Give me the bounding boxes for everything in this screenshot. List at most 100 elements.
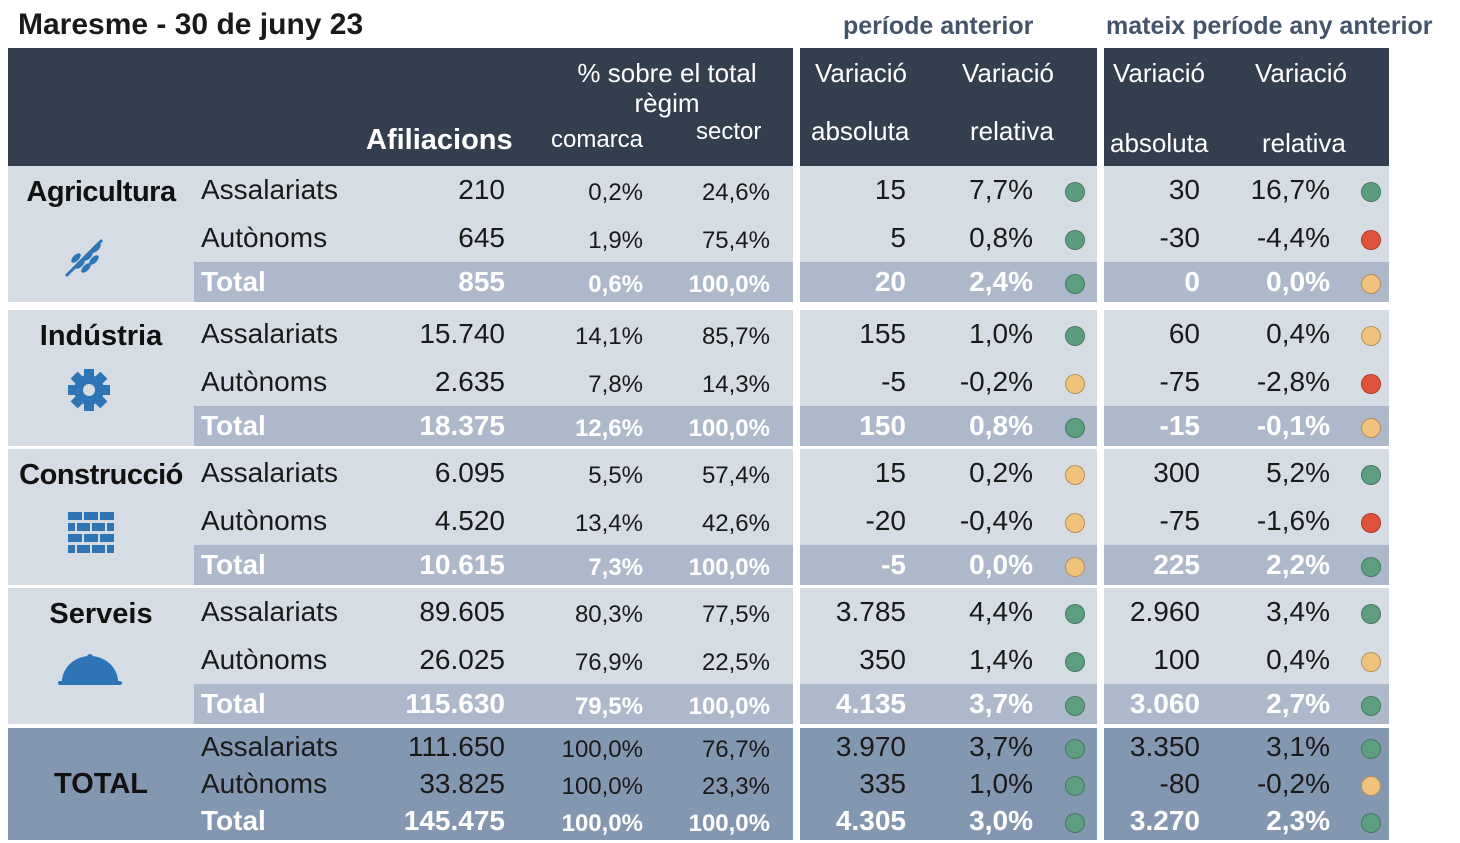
row-bg: [800, 588, 1097, 636]
status-dot: [1065, 813, 1085, 833]
cell: 100,0%: [688, 271, 770, 298]
row-label: Autònoms: [201, 366, 328, 397]
row-bg: [194, 588, 793, 636]
status-dot: [1065, 775, 1085, 796]
cell: 4,4%: [969, 596, 1033, 627]
cell: 100,0%: [688, 810, 770, 837]
row-bg: [194, 406, 793, 446]
status-dot: [1361, 326, 1381, 346]
row-bg: [1104, 497, 1389, 545]
status-dot: [1065, 557, 1085, 577]
status-dot: [1361, 182, 1381, 202]
cell: 645: [458, 222, 505, 253]
cell: 3,7%: [969, 731, 1033, 762]
header-variation: Variació: [815, 58, 908, 88]
row-label: Assalariats: [201, 457, 338, 488]
row-label: Autònoms: [201, 644, 328, 675]
cell: 5,5%: [588, 462, 643, 489]
row-label: Total: [201, 549, 266, 580]
header-sub: relativa: [1262, 128, 1346, 158]
row-bg: [800, 406, 1097, 446]
status-dot: [1065, 652, 1085, 672]
status-dot: [1361, 738, 1381, 759]
row-bg: [1104, 449, 1389, 497]
header-sub: relativa: [970, 116, 1054, 146]
row-bg: [1104, 802, 1389, 840]
cell: 3,0%: [969, 805, 1033, 836]
row-bg: [1104, 636, 1389, 684]
cell: 855: [458, 266, 505, 297]
header-sub: absoluta: [1110, 128, 1209, 158]
cell: 79,5%: [574, 693, 643, 720]
row-bg: [194, 262, 793, 302]
cell: 15: [874, 457, 906, 488]
cell: 7,8%: [588, 371, 643, 398]
cell: 100: [1153, 644, 1200, 675]
cell: 33.825: [419, 768, 505, 799]
cell: 2,2%: [1266, 549, 1330, 580]
row-bg: [1104, 728, 1389, 765]
cell: 77,5%: [701, 601, 770, 628]
cell: 89.605: [419, 596, 505, 627]
row-label: Assalariats: [201, 731, 338, 762]
row-bg: [800, 728, 1097, 765]
cell: 300: [1153, 457, 1200, 488]
cell: 16,7%: [1250, 174, 1330, 205]
row-bg: [800, 214, 1097, 262]
row-bg: [800, 449, 1097, 497]
cell: 2.635: [434, 366, 505, 397]
cell: 1,0%: [969, 768, 1033, 799]
cell: -0,4%: [959, 505, 1033, 536]
row-bg: [1104, 214, 1389, 262]
gear-icon: [68, 369, 110, 411]
cell: 0,4%: [1266, 644, 1330, 675]
section-name: Indústria: [39, 320, 163, 352]
cell: 100,0%: [561, 810, 643, 837]
cell: 1,4%: [969, 644, 1033, 675]
status-dot: [1361, 813, 1381, 833]
cell: 80,3%: [574, 601, 643, 628]
row-label: Assalariats: [201, 318, 338, 349]
section-name-bg: [8, 166, 194, 302]
brick-icon: [68, 512, 114, 553]
status-dot: [1065, 465, 1085, 485]
cell: 335: [859, 768, 906, 799]
row-bg: [800, 802, 1097, 840]
cell: 23,3%: [701, 773, 770, 800]
cell: 111.650: [407, 731, 505, 762]
row-bg: [194, 310, 793, 358]
cell: 76,9%: [574, 649, 643, 676]
cell: 7,7%: [969, 174, 1033, 205]
cell: 150: [859, 410, 906, 441]
cell: 22,5%: [701, 649, 770, 676]
cell: 2.960: [1129, 596, 1200, 627]
header-sector: sector: [696, 118, 762, 145]
status-dot: [1065, 738, 1085, 759]
cell: 115.630: [405, 688, 505, 719]
cell: -75: [1159, 505, 1200, 536]
cell: 2,3%: [1266, 805, 1330, 836]
cell: -5: [881, 366, 906, 397]
group-header: mateix període any anterior: [1106, 12, 1433, 40]
row-bg: [194, 636, 793, 684]
cell: 3,7%: [969, 688, 1033, 719]
row-label: Autònoms: [201, 222, 328, 253]
row-bg: [800, 310, 1097, 358]
row-label: Total: [201, 805, 266, 836]
cell: -0,1%: [1256, 410, 1330, 441]
cell: 0,4%: [1266, 318, 1330, 349]
row-bg: [800, 765, 1097, 802]
cell: 0,6%: [588, 271, 643, 298]
status-dot: [1361, 557, 1381, 577]
row-bg: [194, 214, 793, 262]
cell: -75: [1159, 366, 1200, 397]
cell: 155: [859, 318, 906, 349]
cell: 100,0%: [688, 415, 770, 442]
header-variation: Variació: [1113, 58, 1206, 88]
cell: 100,0%: [561, 773, 643, 800]
status-dot: [1361, 652, 1381, 672]
header-bg: [800, 48, 1097, 166]
row-bg: [800, 545, 1097, 585]
cell: 57,4%: [701, 462, 770, 489]
cell: 3.270: [1129, 805, 1200, 836]
